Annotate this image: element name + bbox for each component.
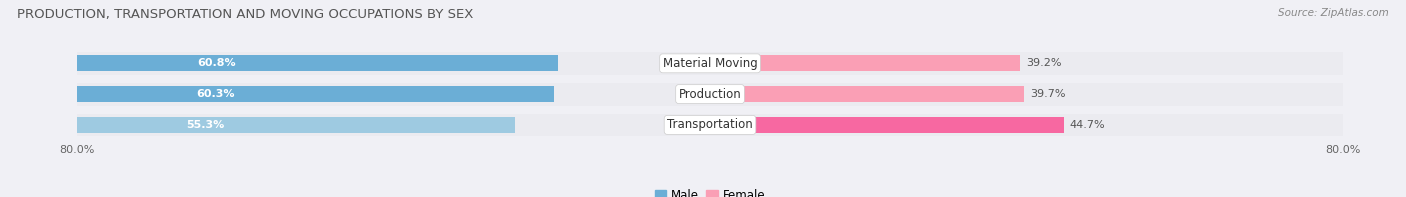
Text: 60.3%: 60.3%: [197, 89, 235, 99]
Bar: [710, 113, 1343, 136]
Text: PRODUCTION, TRANSPORTATION AND MOVING OCCUPATIONS BY SEX: PRODUCTION, TRANSPORTATION AND MOVING OC…: [17, 8, 474, 21]
Bar: [77, 113, 710, 136]
Bar: [77, 117, 515, 133]
Text: Production: Production: [679, 88, 741, 101]
Text: 39.7%: 39.7%: [1031, 89, 1066, 99]
Bar: [77, 83, 710, 106]
Text: 55.3%: 55.3%: [187, 120, 225, 130]
Text: Transportation: Transportation: [668, 118, 752, 131]
Text: Source: ZipAtlas.com: Source: ZipAtlas.com: [1278, 8, 1389, 18]
Bar: [77, 55, 558, 71]
Bar: [710, 117, 1063, 133]
Bar: [77, 86, 554, 102]
Text: 39.2%: 39.2%: [1026, 58, 1062, 68]
Bar: [710, 52, 1343, 75]
Legend: Male, Female: Male, Female: [650, 184, 770, 197]
Bar: [710, 83, 1343, 106]
Text: 44.7%: 44.7%: [1070, 120, 1105, 130]
Bar: [710, 86, 1024, 102]
Text: 60.8%: 60.8%: [197, 58, 236, 68]
Bar: [710, 55, 1021, 71]
Bar: [77, 52, 710, 75]
Text: Material Moving: Material Moving: [662, 57, 758, 70]
